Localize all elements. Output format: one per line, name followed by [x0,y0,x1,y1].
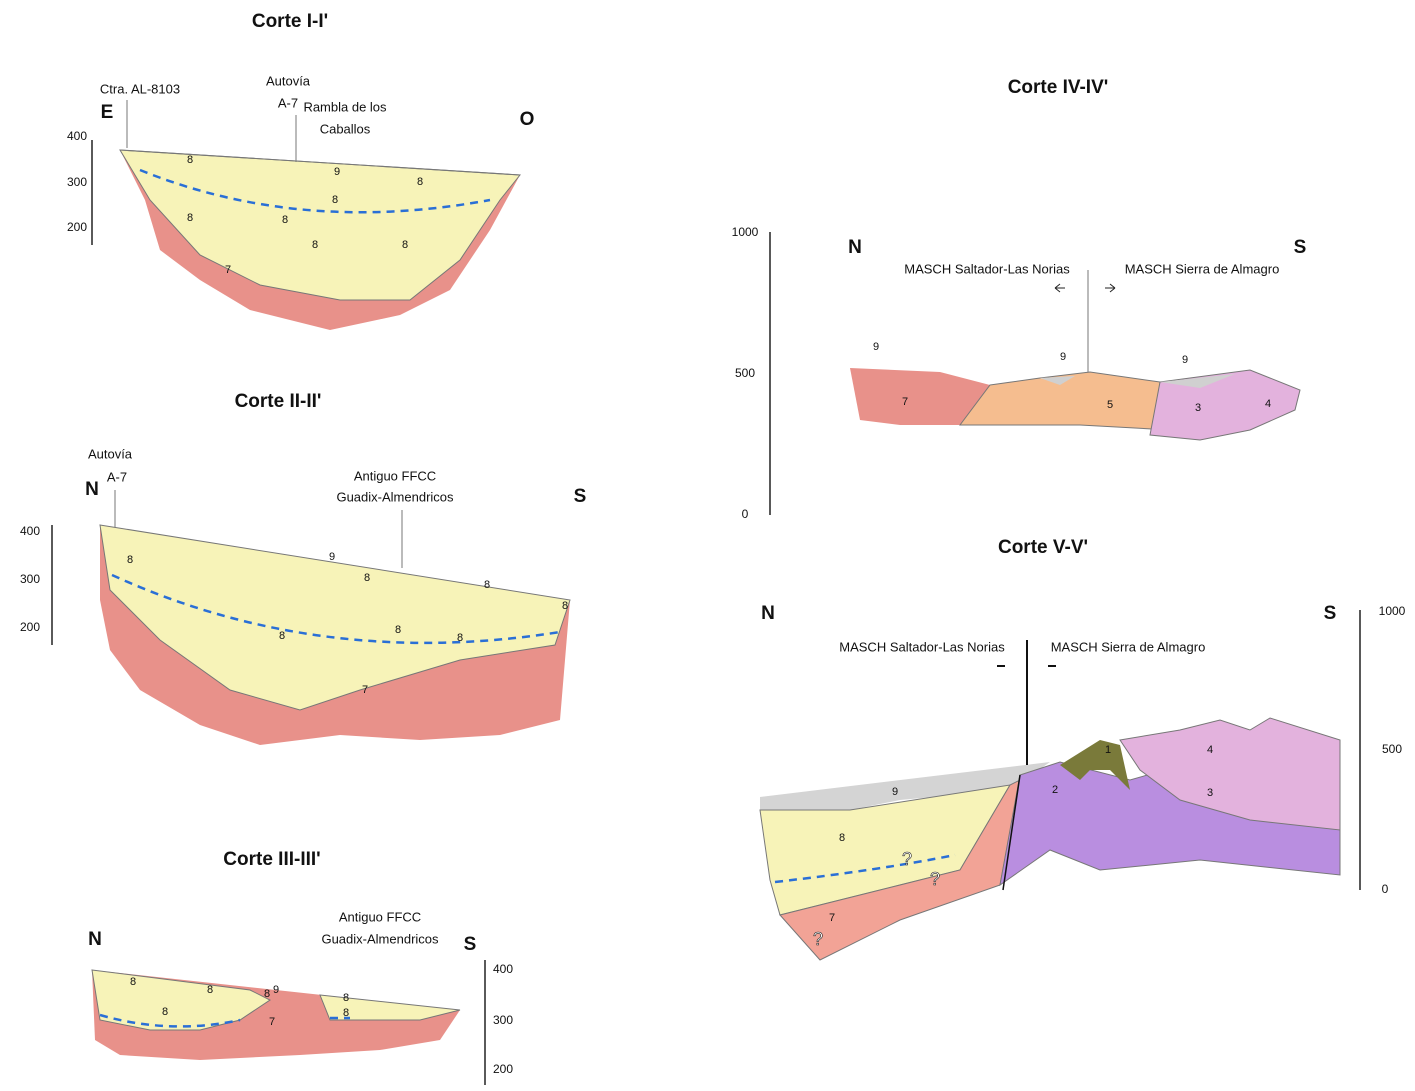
direction-label: N [85,479,99,500]
annotation: MASCH Sierra de Almagro [1051,639,1206,654]
unit-label: 8 [484,579,490,591]
annotation: Rambla de los [303,99,387,114]
unit-label: 1 [1105,744,1111,756]
direction-label: S [1294,237,1307,258]
unit-label: 5 [1107,399,1113,411]
unit-label: 8 [364,572,370,584]
scale-label: 400 [493,962,513,976]
annotation: MASCH Saltador-Las Norias [904,261,1070,276]
section-2-drawing [52,490,570,745]
annotation: Autovía [88,446,133,461]
scale-label: 1000 [1379,604,1406,618]
annotation: A-7 [278,95,298,110]
scale-label: 0 [742,507,749,521]
unit-label: 7 [829,912,835,924]
unit-label: 9 [873,341,879,353]
section-5-drawing [760,610,1360,960]
annotation: MASCH Saltador-Las Norias [839,639,1005,654]
scale-label: 0 [1382,882,1389,896]
unit-label: 8 [402,239,408,251]
direction-label: N [848,237,862,258]
unit-label: 8 [343,1007,349,1019]
section-1-drawing [92,100,520,330]
unit-label: 4 [1265,398,1271,410]
direction-label: N [88,929,102,950]
scale-label: 200 [67,220,87,234]
unit-label: 4 [1207,744,1213,756]
unit-label: 3 [1207,787,1213,799]
annotation: A-7 [107,469,127,484]
unit-label: 8 [130,976,136,988]
unit-label: 9 [1060,351,1066,363]
unit-label: 8 [457,632,463,644]
section-title: Corte V-V' [998,537,1088,558]
unit-label: ? [930,869,940,889]
section-title: Corte IV-IV' [1008,77,1109,98]
unit-label: 9 [1182,354,1188,366]
unit-label: 8 [279,630,285,642]
unit-label: 8 [312,239,318,251]
direction-label: E [101,102,114,123]
cross-sections: Corte I-I' E O Ctra. AL-8103 Autovía A-7 Rambl… [0,0,1415,1091]
annotation: MASCH Sierra de Almagro [1125,261,1280,276]
unit-label: 8 [187,212,193,224]
annotation: Caballos [320,121,371,136]
section-3-drawing [92,960,485,1085]
unit-label: ? [813,929,823,949]
annotation: Ctra. AL-8103 [100,81,180,96]
unit-label: 8 [343,992,349,1004]
unit-label: 9 [329,551,335,563]
scale-label: 300 [67,175,87,189]
scale-label: 400 [67,129,87,143]
unit-label: 9 [334,166,340,178]
unit-label: 8 [562,600,568,612]
direction-label: O [520,109,535,130]
unit-label: 7 [902,396,908,408]
direction-label: S [574,486,587,507]
scale-label: 200 [20,620,40,634]
annotation: Autovía [266,73,311,88]
unit-label: 7 [362,684,368,696]
scale-label: 200 [493,1062,513,1076]
unit-label: 8 [162,1006,168,1018]
unit-label: 9 [273,984,279,996]
annotation: Antiguo FFCC [339,909,421,924]
unit-label: 8 [417,176,423,188]
unit-label: 7 [269,1016,275,1028]
direction-label: S [1324,603,1337,624]
annotation: Guadix-Almendricos [321,931,439,946]
unit-label: 8 [127,554,133,566]
scale-label: 500 [1382,742,1402,756]
annotation: Guadix-Almendricos [336,489,454,504]
scale-label: 400 [20,524,40,538]
unit-label: 3 [1195,402,1201,414]
direction-label: N [761,603,775,624]
unit-label: 8 [187,154,193,166]
unit-label: 8 [332,194,338,206]
unit-label: 8 [839,832,845,844]
scale-label: 500 [735,366,755,380]
annotation: Antiguo FFCC [354,468,436,483]
unit-label: 8 [395,624,401,636]
section-title: Corte I-I' [252,11,328,32]
scale-label: 300 [493,1013,513,1027]
direction-label: S [464,934,477,955]
unit-label: 9 [892,786,898,798]
unit-label: 8 [207,984,213,996]
scale-label: 1000 [732,225,759,239]
unit-label: 8 [282,214,288,226]
unit-label: 7 [225,264,231,276]
section-title: Corte III-III' [223,849,320,870]
unit-label: 8 [264,988,270,1000]
section-title: Corte II-II' [235,391,322,412]
scale-label: 300 [20,572,40,586]
unit-label: ? [902,849,912,869]
unit-label: 2 [1052,784,1058,796]
